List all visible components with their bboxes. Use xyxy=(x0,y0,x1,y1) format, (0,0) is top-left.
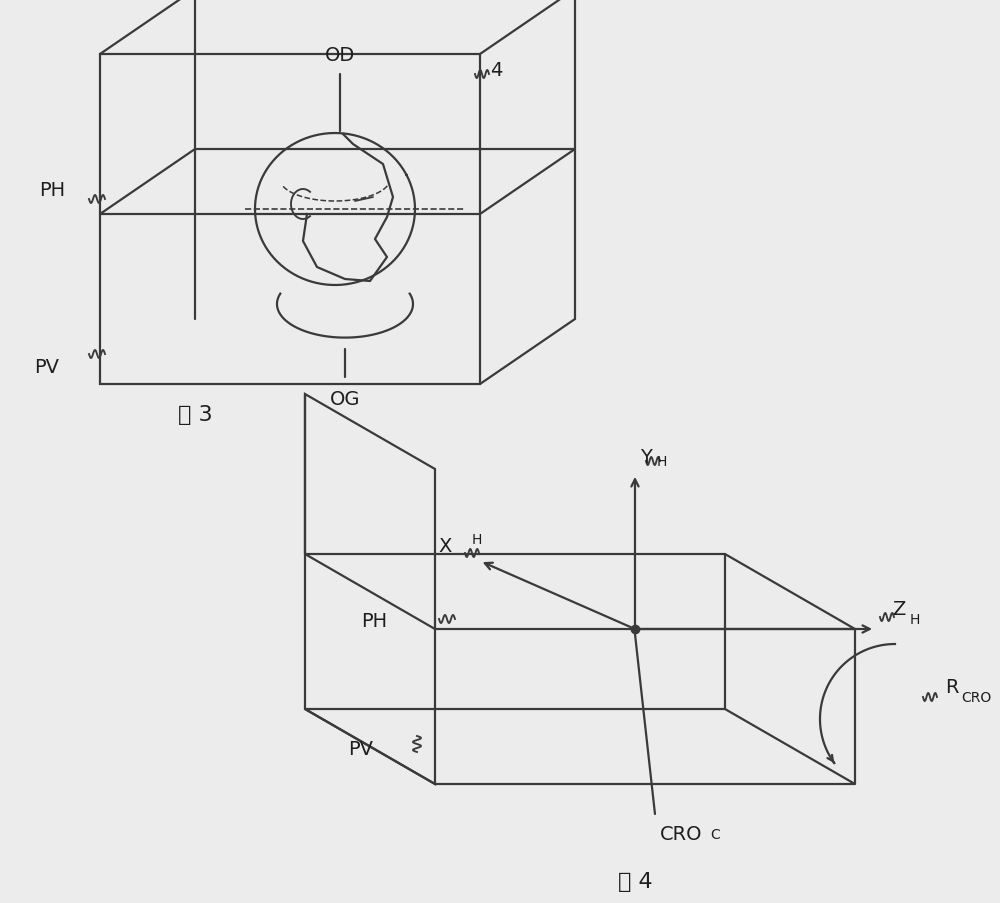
Text: R: R xyxy=(945,678,958,697)
Text: X: X xyxy=(439,537,452,556)
Text: CRO: CRO xyxy=(660,824,702,843)
Text: H: H xyxy=(472,533,482,546)
Text: H: H xyxy=(910,612,920,627)
Text: PV: PV xyxy=(348,740,373,759)
Text: 图 4: 图 4 xyxy=(618,871,652,891)
Text: Z: Z xyxy=(892,600,905,619)
Text: PV: PV xyxy=(34,358,59,377)
Text: C: C xyxy=(710,827,720,841)
Text: CRO: CRO xyxy=(961,690,991,704)
Text: OD: OD xyxy=(325,46,355,65)
Text: 4: 4 xyxy=(490,61,502,79)
Text: H: H xyxy=(657,454,667,469)
Text: OG: OG xyxy=(330,389,360,408)
Text: Y: Y xyxy=(640,448,652,467)
Text: PH: PH xyxy=(39,181,65,200)
Text: PH: PH xyxy=(361,612,387,631)
Text: 图 3: 图 3 xyxy=(178,405,212,424)
